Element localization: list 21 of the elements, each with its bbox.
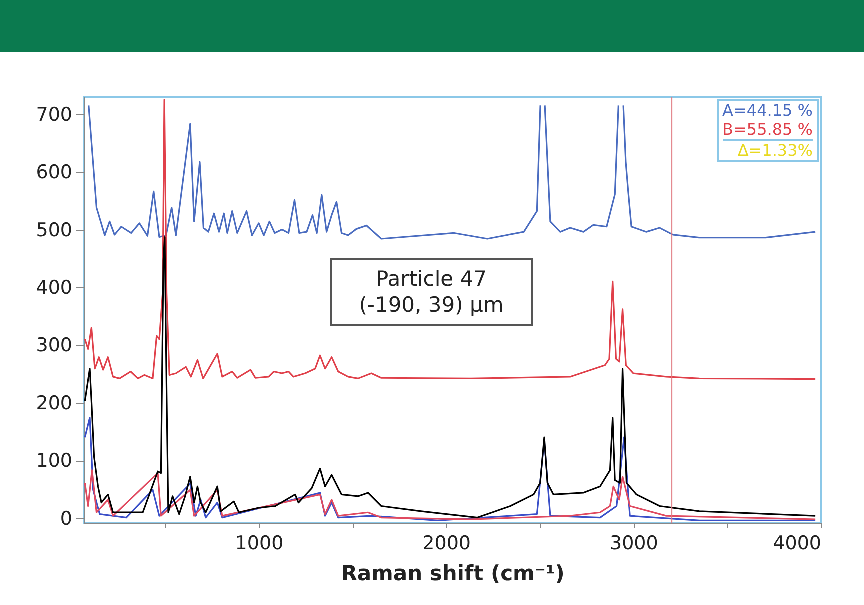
x-tick-label: 3000: [610, 532, 658, 554]
y-tick-label: 300: [36, 334, 72, 357]
x-tick-label: 1000: [235, 532, 284, 554]
text: A=44.15 %: [722, 101, 813, 120]
y-tick-label: 0: [60, 508, 72, 530]
y-tick-label: 400: [36, 276, 72, 299]
line-series: [84, 470, 816, 520]
line-series: [84, 99, 816, 380]
text: B=55.85 %: [722, 120, 813, 139]
y-tick-label: 100: [36, 450, 72, 472]
line-series: [84, 417, 816, 522]
x-tick-label: 4000: [773, 532, 822, 554]
x-tick-label: 2000: [422, 532, 471, 554]
y-tick-label: 700: [36, 104, 72, 126]
y-tick-label: 600: [36, 162, 72, 184]
annotation: Particle 47 (-190, 39) µm: [330, 258, 533, 326]
annotation: Δ=1.33%: [722, 139, 813, 160]
y-tick-label: 500: [36, 219, 72, 242]
y-tick-label: 200: [36, 392, 72, 414]
x-axis-title: Raman shift (cm⁻¹): [341, 562, 565, 586]
line-series: [84, 236, 816, 519]
